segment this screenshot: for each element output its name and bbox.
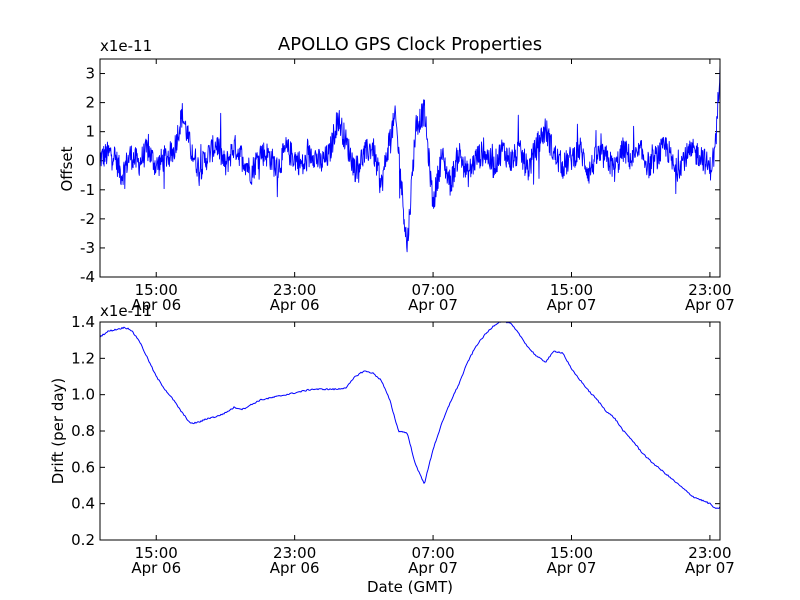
drift-plot-xtick-time-label: 23:00 <box>273 544 316 562</box>
offset-plot-ytick-label: 2 <box>85 94 95 112</box>
offset-plot-ytick-label: -1 <box>80 181 95 199</box>
drift-plot-xtick-time-label: 15:00 <box>550 544 593 562</box>
drift-plot: x1e-11 Drift (per day) Date (GMT) 0.2 0.4… <box>49 302 735 596</box>
drift-plot-xtick-date-label: Apr 06 <box>270 559 320 577</box>
drift-plot-ytick-label: 0.4 <box>71 495 95 513</box>
offset-plot-exponent-label: x1e-11 <box>100 37 152 55</box>
offset-plot-ytick-label: -4 <box>80 268 95 286</box>
offset-plot-xtick-date-label: Apr 06 <box>270 296 320 314</box>
drift-plot-ytick-label: 0.8 <box>71 422 95 440</box>
drift-plot-exponent-label: x1e-11 <box>100 302 152 320</box>
drift-plot-xtick-date-label: Apr 07 <box>408 559 458 577</box>
drift-plot-xtick-time-label: 23:00 <box>688 544 731 562</box>
drift-plot-xtick-time-label: 07:00 <box>411 544 454 562</box>
offset-plot-series-line-0 <box>99 63 721 253</box>
offset-plot-xtick-time-label: 15:00 <box>550 281 593 299</box>
offset-plot-frame <box>99 58 721 278</box>
drift-plot-y-axis-label: Drift (per day) <box>49 378 67 485</box>
drift-plot-x-axis-label: Date (GMT) <box>367 578 453 596</box>
offset-plot-xtick-time-label: 07:00 <box>411 281 454 299</box>
figure-title: APOLLO GPS Clock Properties <box>278 34 542 55</box>
drift-plot-series <box>99 321 721 509</box>
offset-plot-y-axis-label: Offset <box>58 146 76 191</box>
offset-plot-xtick-time-label: 23:00 <box>688 281 731 299</box>
offset-plot-ytick-label: 1 <box>85 123 95 141</box>
offset-plot-ytick-label: -2 <box>80 210 95 228</box>
drift-plot-xtick-date-label: Apr 07 <box>685 559 735 577</box>
drift-plot-series-line-0 <box>99 321 721 509</box>
drift-plot-ytick-label: 1.2 <box>71 349 95 367</box>
offset-plot-xtick-time-label: 15:00 <box>135 281 178 299</box>
drift-plot-ytick-label: 0.6 <box>71 458 95 476</box>
offset-plot-xtick-date-label: Apr 06 <box>131 296 181 314</box>
offset-plot-ytick-label: -3 <box>80 239 95 257</box>
offset-plot-ytick-label: 0 <box>85 152 95 170</box>
drift-plot-xtick-date-label: Apr 07 <box>547 559 597 577</box>
offset-plot-xtick-time-label: 23:00 <box>273 281 316 299</box>
offset-plot-xtick-date-label: Apr 07 <box>408 296 458 314</box>
drift-plot-ytick-label: 0.2 <box>71 531 95 549</box>
offset-plot-xtick-date-label: Apr 07 <box>547 296 597 314</box>
drift-plot-ytick-label: 1.0 <box>71 386 95 404</box>
drift-plot-xtick-time-label: 15:00 <box>135 544 178 562</box>
drift-plot-ytick-label: 1.4 <box>71 313 95 331</box>
drift-plot-frame <box>99 321 721 541</box>
drift-plot-xtick-date-label: Apr 06 <box>131 559 181 577</box>
offset-plot-series <box>99 63 721 253</box>
offset-plot-xtick-date-label: Apr 07 <box>685 296 735 314</box>
offset-plot-ytick-label: 3 <box>85 65 95 83</box>
